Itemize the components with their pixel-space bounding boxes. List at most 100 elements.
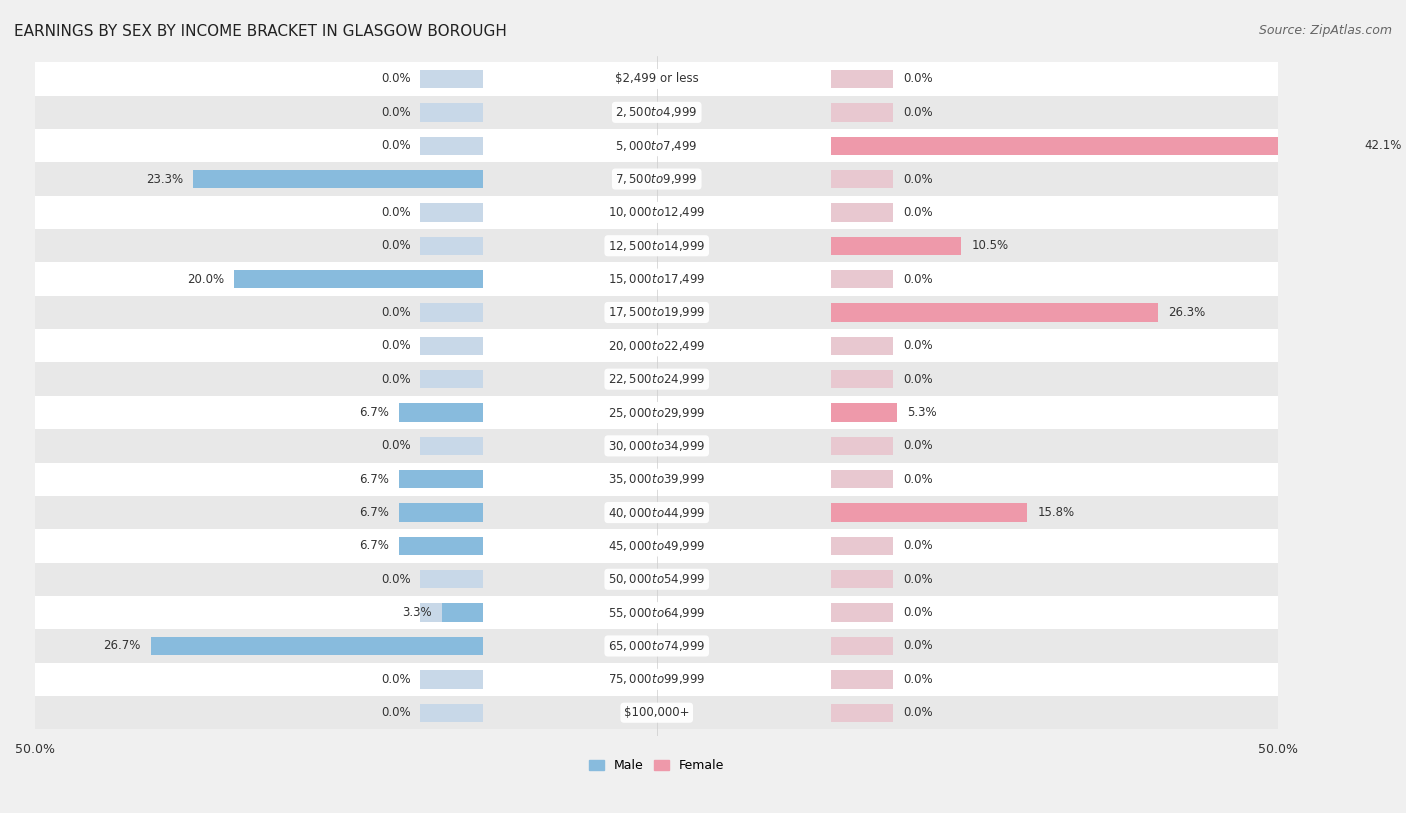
Bar bbox=[831, 170, 893, 189]
Bar bbox=[831, 270, 893, 289]
Text: 0.0%: 0.0% bbox=[381, 372, 411, 385]
Text: 0.0%: 0.0% bbox=[381, 106, 411, 119]
Text: 0.0%: 0.0% bbox=[381, 239, 411, 252]
Text: $5,000 to $7,499: $5,000 to $7,499 bbox=[616, 139, 697, 153]
Text: 0.0%: 0.0% bbox=[381, 72, 411, 85]
Bar bbox=[831, 337, 893, 355]
Bar bbox=[35, 63, 1278, 96]
Text: 0.0%: 0.0% bbox=[903, 72, 932, 85]
Text: 0.0%: 0.0% bbox=[903, 540, 932, 552]
Text: $15,000 to $17,499: $15,000 to $17,499 bbox=[607, 272, 706, 286]
Text: 0.0%: 0.0% bbox=[381, 706, 411, 720]
Bar bbox=[831, 570, 893, 589]
Text: $25,000 to $29,999: $25,000 to $29,999 bbox=[609, 406, 706, 420]
Text: 6.7%: 6.7% bbox=[360, 472, 389, 485]
Bar bbox=[35, 663, 1278, 696]
Bar bbox=[420, 503, 482, 522]
Bar bbox=[35, 696, 1278, 729]
Bar bbox=[831, 670, 893, 689]
Bar bbox=[35, 629, 1278, 663]
Bar bbox=[831, 703, 893, 722]
Text: $65,000 to $74,999: $65,000 to $74,999 bbox=[607, 639, 706, 653]
Bar bbox=[420, 537, 482, 555]
Bar bbox=[35, 296, 1278, 329]
Bar bbox=[420, 637, 482, 655]
Text: $30,000 to $34,999: $30,000 to $34,999 bbox=[607, 439, 706, 453]
Bar bbox=[35, 96, 1278, 129]
Text: 0.0%: 0.0% bbox=[903, 472, 932, 485]
Bar bbox=[35, 129, 1278, 163]
Bar bbox=[420, 403, 482, 422]
Text: 6.7%: 6.7% bbox=[360, 506, 389, 519]
Text: 42.1%: 42.1% bbox=[1364, 139, 1402, 152]
Bar bbox=[831, 537, 893, 555]
Text: $55,000 to $64,999: $55,000 to $64,999 bbox=[607, 606, 706, 620]
Bar bbox=[831, 137, 1354, 154]
Bar bbox=[233, 270, 482, 289]
Bar bbox=[831, 303, 1157, 322]
Text: 0.0%: 0.0% bbox=[381, 573, 411, 586]
Bar bbox=[831, 303, 893, 322]
Bar bbox=[831, 203, 893, 222]
Text: $2,500 to $4,999: $2,500 to $4,999 bbox=[616, 106, 697, 120]
Text: $2,499 or less: $2,499 or less bbox=[614, 72, 699, 85]
Bar bbox=[441, 603, 482, 622]
Text: 0.0%: 0.0% bbox=[381, 339, 411, 352]
Bar bbox=[831, 237, 893, 255]
Text: $50,000 to $54,999: $50,000 to $54,999 bbox=[607, 572, 706, 586]
Bar bbox=[150, 637, 482, 655]
Text: 6.7%: 6.7% bbox=[360, 406, 389, 419]
Text: 0.0%: 0.0% bbox=[381, 206, 411, 219]
Bar bbox=[35, 529, 1278, 563]
Bar bbox=[420, 603, 482, 622]
Bar bbox=[399, 403, 482, 422]
Bar bbox=[831, 470, 893, 489]
Text: 0.0%: 0.0% bbox=[903, 439, 932, 452]
Text: 0.0%: 0.0% bbox=[903, 106, 932, 119]
Text: $17,500 to $19,999: $17,500 to $19,999 bbox=[607, 306, 706, 320]
Bar bbox=[35, 363, 1278, 396]
Text: 0.0%: 0.0% bbox=[903, 172, 932, 185]
Bar bbox=[420, 470, 482, 489]
Bar bbox=[420, 570, 482, 589]
Bar bbox=[420, 370, 482, 389]
Bar bbox=[831, 637, 893, 655]
Text: $22,500 to $24,999: $22,500 to $24,999 bbox=[607, 372, 706, 386]
Text: 0.0%: 0.0% bbox=[381, 306, 411, 319]
Bar bbox=[399, 537, 482, 555]
Text: 23.3%: 23.3% bbox=[146, 172, 183, 185]
Bar bbox=[420, 137, 482, 154]
Bar bbox=[831, 70, 893, 88]
Bar bbox=[420, 70, 482, 88]
Bar bbox=[35, 463, 1278, 496]
Text: $7,500 to $9,999: $7,500 to $9,999 bbox=[616, 172, 697, 186]
Text: 6.7%: 6.7% bbox=[360, 540, 389, 552]
Text: $100,000+: $100,000+ bbox=[624, 706, 689, 720]
Text: $75,000 to $99,999: $75,000 to $99,999 bbox=[607, 672, 706, 686]
Text: 0.0%: 0.0% bbox=[381, 439, 411, 452]
Text: 0.0%: 0.0% bbox=[903, 640, 932, 653]
Bar bbox=[193, 170, 482, 189]
Legend: Male, Female: Male, Female bbox=[583, 754, 730, 777]
Text: 5.3%: 5.3% bbox=[907, 406, 936, 419]
Bar bbox=[420, 103, 482, 121]
Text: 3.3%: 3.3% bbox=[402, 606, 432, 620]
Bar bbox=[831, 503, 1028, 522]
Text: 0.0%: 0.0% bbox=[903, 372, 932, 385]
Bar bbox=[35, 263, 1278, 296]
Bar bbox=[420, 203, 482, 222]
Text: $12,500 to $14,999: $12,500 to $14,999 bbox=[607, 239, 706, 253]
Bar bbox=[35, 163, 1278, 196]
Text: 0.0%: 0.0% bbox=[903, 673, 932, 686]
Bar bbox=[420, 303, 482, 322]
Bar bbox=[35, 429, 1278, 463]
Bar bbox=[831, 137, 893, 154]
Text: 26.3%: 26.3% bbox=[1168, 306, 1205, 319]
Bar bbox=[831, 237, 962, 255]
Text: $20,000 to $22,499: $20,000 to $22,499 bbox=[607, 339, 706, 353]
Text: $10,000 to $12,499: $10,000 to $12,499 bbox=[607, 206, 706, 220]
Text: 0.0%: 0.0% bbox=[903, 206, 932, 219]
Bar bbox=[35, 596, 1278, 629]
Text: $35,000 to $39,999: $35,000 to $39,999 bbox=[607, 472, 706, 486]
Bar bbox=[420, 170, 482, 189]
